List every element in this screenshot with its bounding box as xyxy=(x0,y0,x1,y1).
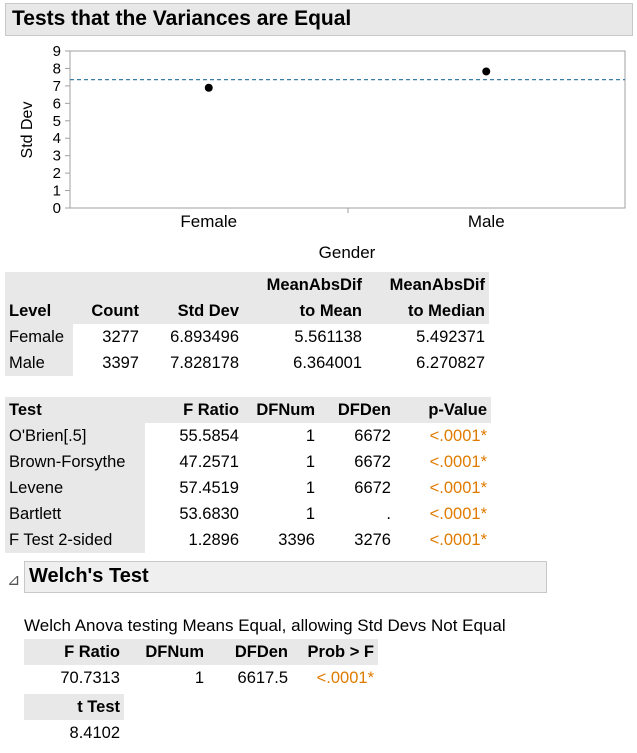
p-value-cell: <.0001* xyxy=(429,426,487,445)
column-header: p-Value xyxy=(395,397,491,423)
column-header-top xyxy=(73,272,143,298)
table-cell: 55.5854 xyxy=(179,426,239,445)
data-point-male[interactable] xyxy=(482,67,491,76)
table-cell: 3397 xyxy=(102,353,139,372)
tests-table: Test F Ratio DFNum DFDen p-Value O'Brien[.5]… xyxy=(5,397,491,553)
welch-note: Welch Anova testing Means Equal, allowin… xyxy=(24,616,506,635)
p-value-cell: <.0001* xyxy=(429,530,487,549)
column-header: Test xyxy=(5,397,145,423)
table-cell: 5.561138 xyxy=(294,327,362,346)
column-header-top xyxy=(143,272,243,298)
y-tick-label: 1 xyxy=(53,183,61,200)
section-header-variances[interactable]: Tests that the Variances are Equal xyxy=(5,3,633,36)
welch-title: Welch's Test xyxy=(29,565,149,587)
table-cell: 3396 xyxy=(278,530,315,549)
table-cell: 53.6830 xyxy=(179,504,239,523)
section-header-welch[interactable]: Welch's Test xyxy=(24,561,547,593)
p-value-cell: <.0001* xyxy=(316,668,374,687)
table-cell: 3277 xyxy=(102,327,139,346)
table-cell: 6.270827 xyxy=(416,353,485,372)
column-header: to Mean xyxy=(243,298,366,324)
table-row: Male 3397 7.828178 6.364001 6.270827 xyxy=(5,350,489,376)
column-header: F Ratio xyxy=(24,639,124,665)
column-header: Level xyxy=(5,298,73,324)
table-cell: 6.364001 xyxy=(293,353,362,372)
x-tick-label: Female xyxy=(180,212,237,231)
column-header: DFDen xyxy=(319,397,395,423)
y-tick-label: 4 xyxy=(53,130,61,147)
welch-collapse-triangle-icon[interactable]: ⊿ xyxy=(7,572,21,589)
welch-table: F Ratio DFNum DFDen Prob > F 70.7313 1 6617.5… xyxy=(24,639,378,691)
row-label: F Test 2-sided xyxy=(5,527,145,553)
table-cell: 1 xyxy=(305,504,315,523)
row-label: Levene xyxy=(5,475,145,501)
table-cell: 6672 xyxy=(354,478,391,497)
table-cell: 1.2896 xyxy=(188,530,239,549)
plot-frame xyxy=(69,50,626,209)
y-tick-label: 5 xyxy=(53,113,61,130)
p-value-cell: <.0001* xyxy=(429,504,487,523)
table-cell: 6672 xyxy=(354,426,391,445)
table-cell: 1 xyxy=(305,426,315,445)
p-value-cell: <.0001* xyxy=(429,452,487,471)
y-tick-label: 2 xyxy=(53,165,61,182)
x-axis-label: Gender xyxy=(319,243,376,262)
y-tick-label: 7 xyxy=(53,78,61,95)
row-label: Brown-Forsythe xyxy=(5,449,145,475)
column-header: Prob > F xyxy=(292,639,378,665)
table-cell: 6617.5 xyxy=(237,668,288,687)
table-row: O'Brien[.5] 55.5854 1 6672 <.0001* xyxy=(5,423,491,449)
t-test-value: 8.4102 xyxy=(69,723,120,742)
table-cell: 47.2571 xyxy=(179,452,239,471)
table-row: Female 3277 6.893496 5.561138 5.492371 xyxy=(5,324,489,350)
column-header: DFNum xyxy=(243,397,319,423)
p-value-cell: <.0001* xyxy=(429,478,487,497)
column-header-top: MeanAbsDif xyxy=(366,272,489,298)
table-row: Bartlett 53.6830 1. <.0001* xyxy=(5,501,491,527)
table-row: Brown-Forsythe 47.2571 1 6672 <.0001* xyxy=(5,449,491,475)
row-label: Female xyxy=(5,324,73,350)
t-test-table: t Test 8.4102 xyxy=(24,694,124,746)
table-cell: 6672 xyxy=(354,452,391,471)
table-cell: . xyxy=(386,504,391,523)
row-label: Male xyxy=(5,350,73,376)
column-header: DFDen xyxy=(208,639,292,665)
table-cell: 57.4519 xyxy=(179,478,239,497)
column-header: DFNum xyxy=(124,639,208,665)
column-header-top xyxy=(5,272,73,298)
table-row: F Test 2-sided 1.2896 3396 3276 <.0001* xyxy=(5,527,491,553)
column-header: F Ratio xyxy=(145,397,243,423)
section-title: Tests that the Variances are Equal xyxy=(12,7,352,30)
table-row: Levene 57.4519 1 6672 <.0001* xyxy=(5,475,491,501)
y-tick-label: 6 xyxy=(53,95,61,112)
y-tick-label: 9 xyxy=(53,43,61,60)
column-header-top: MeanAbsDif xyxy=(243,272,366,298)
table-cell: 5.492371 xyxy=(416,327,485,346)
y-tick-label: 8 xyxy=(53,60,61,77)
table-cell: 1 xyxy=(305,478,315,497)
table-cell: 1 xyxy=(194,668,204,687)
y-axis-label: Std Dev xyxy=(19,102,36,159)
row-label: Bartlett xyxy=(5,501,145,527)
data-point-female[interactable] xyxy=(204,83,213,92)
table-cell: 7.828178 xyxy=(170,353,239,372)
y-tick-label: 3 xyxy=(53,148,61,165)
t-test-header: t Test xyxy=(24,694,124,720)
y-tick-label: 0 xyxy=(53,200,61,217)
table-cell: 6.893496 xyxy=(170,327,239,346)
table-cell: 3276 xyxy=(354,530,391,549)
column-header: Count xyxy=(73,298,143,324)
table-cell: 1 xyxy=(305,452,315,471)
row-label: O'Brien[.5] xyxy=(5,423,145,449)
x-tick-label: Male xyxy=(468,212,505,231)
table-cell: 70.7313 xyxy=(60,668,120,687)
column-header: to Median xyxy=(366,298,489,324)
levels-table: MeanAbsDif MeanAbsDif Level Count Std Dev to… xyxy=(5,272,489,376)
column-header: Std Dev xyxy=(143,298,243,324)
